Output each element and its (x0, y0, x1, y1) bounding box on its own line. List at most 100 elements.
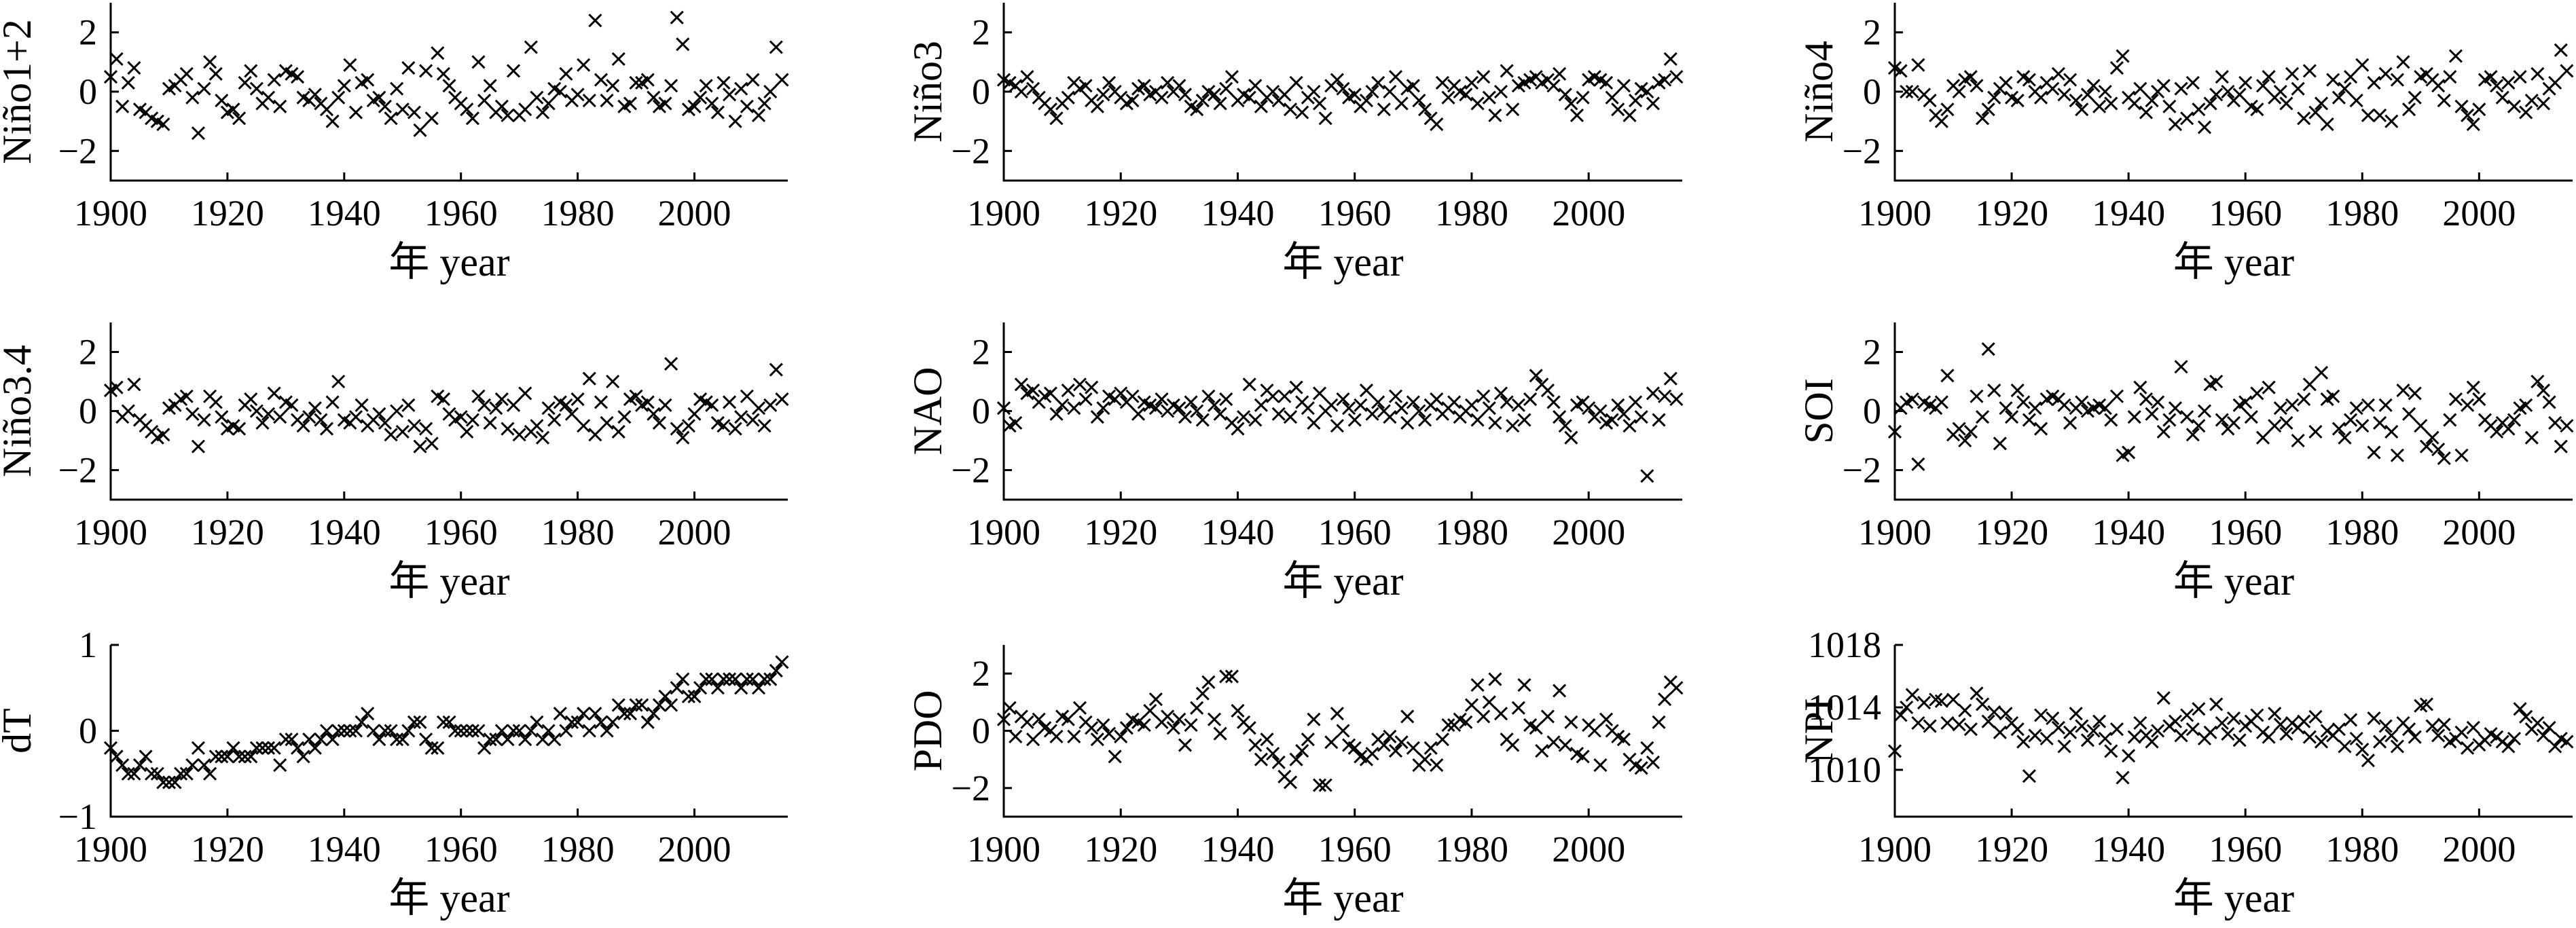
panel-2-point-57 (2221, 84, 2235, 99)
panel-1-points (996, 52, 1684, 132)
panel-4-point-54 (1312, 386, 1327, 401)
panel-6-point-91 (635, 698, 649, 712)
panel-1-point-115 (1669, 70, 1684, 84)
panel-8-point-112 (2542, 720, 2556, 735)
panel-5-point-17 (1987, 383, 2001, 398)
panel-5-point-79 (2349, 401, 2363, 415)
panel-8-point-108 (2519, 709, 2533, 724)
panel-1-point-99 (1576, 90, 1590, 105)
panel-0-point-55 (424, 111, 439, 126)
panel-0-x-axis-label: 年 year (388, 240, 509, 284)
panel-2-point-88 (2402, 103, 2416, 117)
panel-8-point-72 (2308, 709, 2323, 724)
panel-7-point-29 (1166, 721, 1180, 735)
panel-7-point-45 (1260, 732, 1274, 747)
panel-6-point-40 (337, 724, 351, 738)
panel-5-point-16 (1981, 342, 1995, 356)
panel-4-point-97 (1564, 430, 1578, 445)
panel-5-point-111 (2536, 383, 2551, 398)
panel-1-point-53 (1307, 84, 1321, 99)
panel-2-point-115 (2560, 64, 2574, 78)
panel-6-point-33 (296, 749, 310, 764)
panel-3-y-tick-label-1: 0 (79, 391, 97, 432)
panel-4-point-42 (1242, 377, 1256, 392)
panel-1-point-18 (1102, 75, 1117, 90)
panel-8-point-111 (2536, 728, 2551, 743)
panel-2-point-100 (2472, 103, 2486, 117)
panel-4-point-11 (1061, 383, 1075, 398)
panel-6-x-tick-label-0: 1900 (74, 829, 147, 870)
panel-1-y-tick-label-0: −2 (951, 130, 990, 171)
panel-2-point-60 (2238, 75, 2253, 90)
panel-3-y-axis-label: Niño3.4 (0, 345, 39, 477)
panel-6-point-1 (109, 749, 124, 764)
panel-7-point-63 (1365, 747, 1379, 761)
panel-4-point-104 (1605, 413, 1619, 427)
panel-2-point-94 (2437, 94, 2451, 108)
panel-2-point-107 (2513, 70, 2527, 84)
panel-4-point-38 (1219, 392, 1233, 407)
panel-3-point-61 (460, 424, 474, 439)
panel-6-y-axis-label: dT (0, 708, 39, 754)
panel-1-point-38 (1219, 81, 1233, 96)
panel-6-point-53 (413, 715, 427, 729)
panel-2-point-23 (2022, 73, 2036, 87)
panel-1-point-83 (1482, 90, 1496, 105)
panel-7-point-11 (1061, 712, 1075, 726)
panel-2-point-41 (2127, 96, 2141, 111)
panel-4-point-70 (1406, 395, 1420, 409)
panel-3-point-114 (769, 363, 783, 377)
panel-2-point-9 (1940, 103, 1955, 117)
panel-7-point-69 (1400, 709, 1415, 724)
panel-1-x-tick-label-2: 1940 (1201, 193, 1274, 234)
panel-7-point-16 (1090, 732, 1104, 747)
panel-5-point-68 (2285, 398, 2300, 412)
panel-7-point-51 (1295, 743, 1309, 758)
panel-6-point-44 (361, 707, 375, 721)
panel-8-point-56 (2215, 716, 2229, 730)
panel-1-point-62 (1359, 94, 1374, 108)
panel-1-point-30 (1172, 79, 1186, 93)
panel-7-point-36 (1207, 712, 1222, 726)
panel-0-point-1 (109, 52, 124, 67)
panel-5-point-89 (2408, 386, 2422, 401)
panel-3-point-3 (121, 404, 135, 418)
panel-0-point-28 (267, 73, 281, 87)
panel-5-x-tick-label-3: 1960 (2209, 512, 2282, 553)
panel-6-point-27 (261, 741, 276, 755)
panel-8-point-94 (2437, 718, 2451, 732)
panel-3-point-73 (530, 419, 544, 433)
panel-5-point-70 (2297, 392, 2311, 407)
panel-7-y-tick-label-2: 2 (972, 653, 990, 694)
panel-2-point-73 (2314, 96, 2329, 111)
panel-2-point-89 (2408, 90, 2422, 105)
panel-6-point-39 (331, 724, 346, 738)
panel-5-point-81 (2361, 398, 2375, 412)
panel-4-x-axis-label: 年 year (1282, 559, 1403, 604)
panel-3-point-31 (285, 398, 299, 412)
panel-3-point-64 (477, 398, 492, 412)
panel-6-point-19 (215, 749, 229, 764)
panel-2-x-tick-label-1: 1920 (1975, 193, 2048, 234)
panel-5-point-80 (2355, 419, 2370, 433)
panel-7-point-65 (1377, 738, 1391, 752)
panel-3-point-94 (652, 415, 666, 430)
panel-3-point-86 (606, 374, 620, 389)
panel-3-point-37 (319, 422, 334, 436)
panel-7-point-113 (1658, 692, 1672, 707)
panel-6-point-41 (343, 724, 357, 738)
panel-1-y-tick-label-1: 0 (972, 71, 990, 112)
panel-8-point-40 (2122, 749, 2136, 763)
panel-7-point-75 (1435, 732, 1449, 747)
panel-3-point-105 (716, 419, 731, 433)
panel-0-point-56 (431, 46, 445, 60)
panel-4-point-49 (1283, 410, 1298, 424)
panel-8-point-46 (2156, 691, 2171, 705)
panel-3-point-87 (611, 424, 625, 439)
panel-8-point-9 (1940, 716, 1955, 730)
panel-1-point-8 (1043, 103, 1057, 117)
panel-4-point-46 (1266, 389, 1280, 403)
panel-3-point-112 (757, 419, 772, 433)
panel-1-point-48 (1277, 88, 1292, 102)
